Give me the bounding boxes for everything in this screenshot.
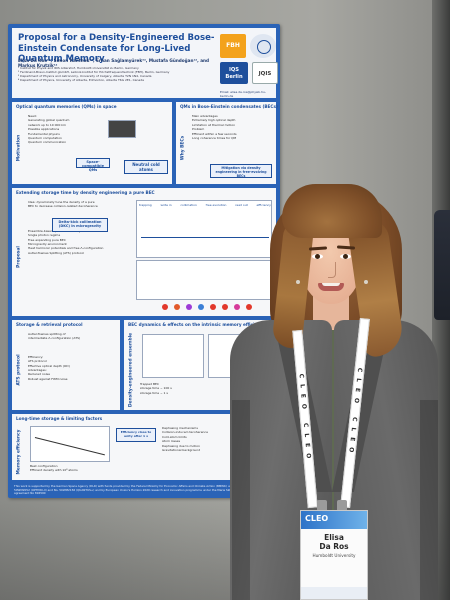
panel-box: Delta-kick collimation (DKC) in microgra… xyxy=(52,218,108,232)
iqs-berlin-logo: IQS Berlin xyxy=(220,62,248,84)
badge-header: CLEO xyxy=(301,511,367,529)
poster-acknowledgement: This work is supported by the German Spa… xyxy=(14,484,262,496)
affiliation-line: ¹ Institut für Physik and IRIS Adlershof… xyxy=(18,66,139,70)
satellite-photo xyxy=(108,120,136,138)
hair-top xyxy=(282,184,382,238)
nose xyxy=(328,262,336,278)
earring xyxy=(364,280,368,284)
affiliation-line: ³ Department of Physics and Astronomy, U… xyxy=(18,74,152,78)
panel-text: Dephasing mechanisms Collision-induced d… xyxy=(162,426,208,453)
panel-box: Mitigation via density engineering in fr… xyxy=(210,164,272,178)
panel-box: Neutral cold atoms xyxy=(124,160,168,174)
affiliation-line: ² Ferdinand-Braun-Institut gGmbH, Leibni… xyxy=(18,70,170,74)
arm-shadow xyxy=(232,400,250,600)
bec-cloud-dot xyxy=(210,304,216,310)
badge-footer-stripe xyxy=(301,587,367,599)
poster-email: Email: elisa.da.ros@physik.hu-berlin.de xyxy=(220,90,266,98)
panel-title: Extending storage time by density engine… xyxy=(16,190,155,195)
fbh-logo: FBH xyxy=(220,34,246,58)
panel-title: Optical quantum memories (QMs) in space xyxy=(16,104,117,109)
poster-affiliations: ¹ Institut für Physik and IRIS Adlershof… xyxy=(18,66,218,82)
poster-title: Proposal for a Density-Engineered Bose-E… xyxy=(18,33,215,64)
badge-organization: Humboldt University xyxy=(312,553,356,558)
panel-title: QMs in Bose-Einstein condensates (BECs) xyxy=(180,104,278,109)
bec-cloud-dot xyxy=(234,304,240,310)
research-poster: Proposal for a Density-Engineered Bose-E… xyxy=(8,24,280,498)
bec-cloud-dot xyxy=(162,304,168,310)
eye xyxy=(340,254,351,259)
poster-header: Proposal for a Density-Engineered Bose-E… xyxy=(12,28,278,98)
poster-authors: Elisa Da Ros¹², Simon Kanthak¹², Erhan S… xyxy=(18,58,209,68)
bec-cloud-dot xyxy=(198,304,204,310)
panel-box: Efficiency close to unity after 1 s xyxy=(116,428,156,442)
badge-last-name: Da Ros xyxy=(319,542,349,551)
bec-cloud-dot xyxy=(174,304,180,310)
panel-storage-time: Extending storage time by density engine… xyxy=(12,188,276,316)
lanyard-clip xyxy=(337,500,347,512)
protocol-timeline-figure: trapping write in collimation free evolu… xyxy=(136,200,272,258)
panel-title: BEC dynamics & effects on the intrinsic … xyxy=(128,322,266,327)
panel-protocol: Storage & retrieval protocol ATS protoco… xyxy=(12,320,120,410)
panel-title: Long-time storage & limiting factors xyxy=(16,416,103,421)
arm-shadow xyxy=(420,400,438,600)
panel-text: Need: Generating global quantum network … xyxy=(28,114,70,145)
potential-diagram xyxy=(136,260,272,300)
bec-cloud-dot xyxy=(246,304,252,310)
panel-optical-qm: Optical quantum memories (QMs) in space … xyxy=(12,102,172,184)
panel-title: Storage & retrieval protocol xyxy=(16,322,83,327)
jqis-logo: JQIS xyxy=(252,62,278,84)
background-person xyxy=(434,210,450,320)
eye xyxy=(312,254,323,259)
badge-event-name: CLEO xyxy=(305,514,329,523)
earring xyxy=(296,280,300,284)
memory-efficiency-plot xyxy=(30,426,110,462)
smile xyxy=(318,283,344,291)
humboldt-university-seal xyxy=(250,34,276,58)
affiliation-line: ⁴ Department of Physics, University of A… xyxy=(18,78,145,82)
panel-text: Main advantages Extremely high optical d… xyxy=(192,114,237,141)
panel-text: Best configuration Efficient density wit… xyxy=(30,464,78,473)
panel-box: Space-compatible QMs xyxy=(76,158,110,172)
panel-text: Trapped BEC storage time ~ 100 s storage… xyxy=(140,382,172,395)
name-badge: CLEO Elisa Da Ros Humboldt University xyxy=(300,510,368,600)
timeline-axis xyxy=(141,237,269,238)
badge-first-name: Elisa xyxy=(324,533,344,542)
lanyard-clip xyxy=(317,500,327,512)
panel-bec-qm: QMs in Bose-Einstein condensates (BECs) … xyxy=(176,102,278,184)
bec-cloud-dot xyxy=(186,304,192,310)
bec-cloud-dot xyxy=(222,304,228,310)
panel-text: Autler-Townes splitting of intermediate … xyxy=(28,332,81,381)
dynamics-plot xyxy=(142,334,204,378)
